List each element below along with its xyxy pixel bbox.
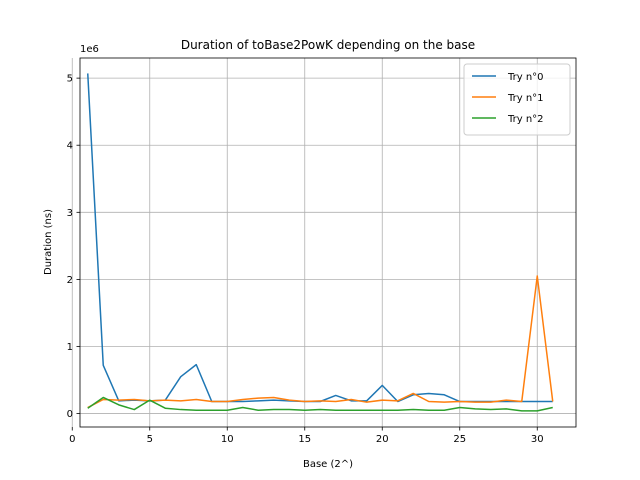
legend-label: Try n°1 [507, 93, 544, 104]
plot-frame [79, 57, 577, 428]
x-axis-label: Base (2^) [303, 459, 353, 470]
legend-label: Try n°2 [507, 114, 544, 125]
series-line-2 [87, 396, 553, 412]
x-tick-label: 5 [147, 434, 153, 445]
x-tick-label: 20 [376, 434, 389, 445]
series-line-1 [87, 275, 554, 409]
x-axis: 0 5 10 15 20 25 30 [69, 427, 544, 445]
legend: Try n°0 Try n°1 Try n°2 [463, 63, 571, 136]
x-tick-label: 25 [453, 434, 466, 445]
legend-label: Try n°0 [507, 72, 544, 83]
x-tick-label: 0 [69, 434, 75, 445]
y-axis-label: Duration (ns) [43, 209, 54, 275]
x-tick-label: 15 [298, 434, 311, 445]
x-tick-label: 30 [531, 434, 544, 445]
y-tick-label: 5 [67, 74, 73, 85]
chart-title: Duration of toBase2PowK depending on the… [181, 38, 475, 52]
y-tick-label: 3 [67, 208, 73, 219]
x-tick-label: 10 [221, 434, 234, 445]
series-layer [87, 73, 554, 412]
y-tick-label: 0 [67, 409, 73, 420]
y-axis: 0 1 2 3 4 5 [67, 74, 80, 420]
y-tick-label: 1 [67, 342, 73, 353]
y-tick-label: 4 [67, 141, 73, 152]
grid [71, 58, 576, 427]
y-tick-label: 2 [67, 275, 73, 286]
y-offset-text: 1e6 [80, 44, 99, 55]
